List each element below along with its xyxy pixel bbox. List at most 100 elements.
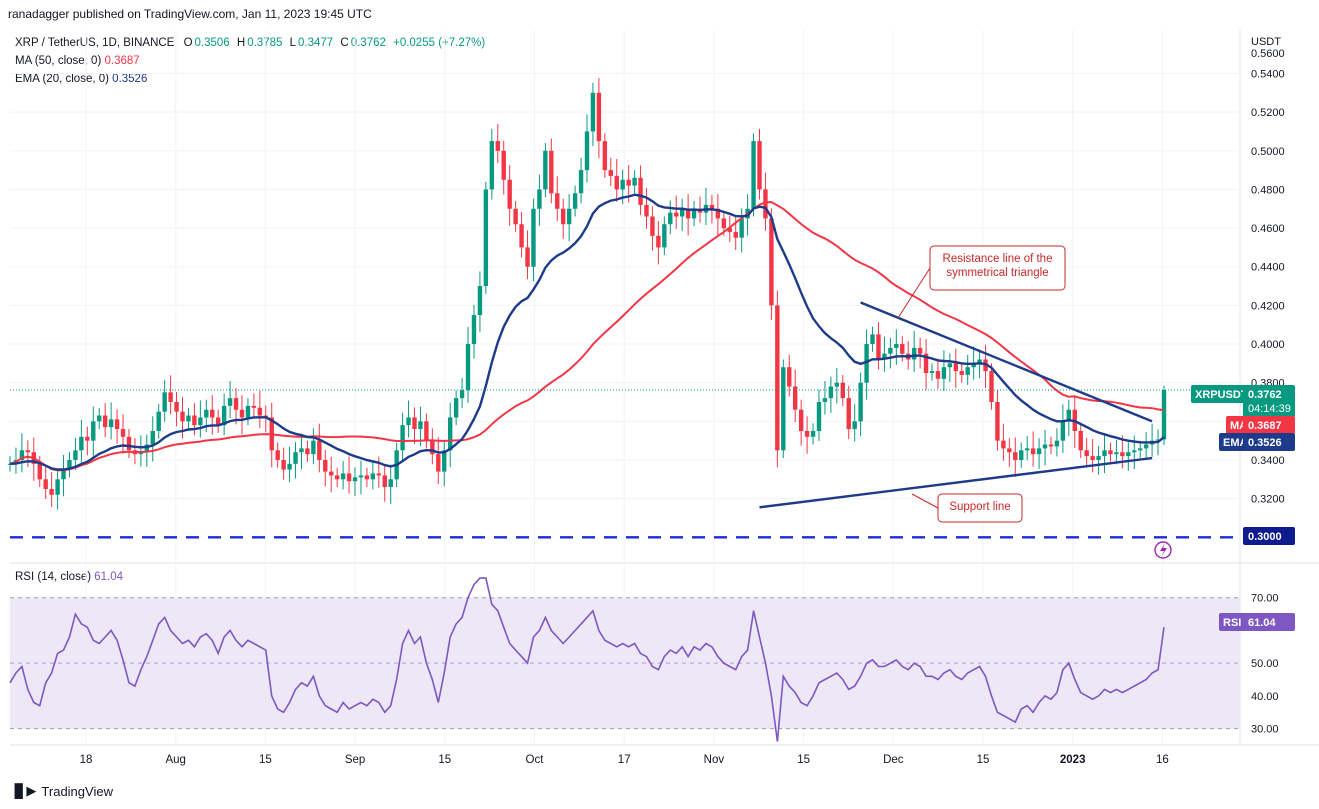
candle-body xyxy=(662,224,667,248)
candle-body xyxy=(555,193,560,209)
candle-body xyxy=(656,235,661,248)
candle-body xyxy=(1024,448,1030,451)
publisher-text: ranadagger published on TradingView.com,… xyxy=(8,7,372,21)
candle-body xyxy=(251,405,257,408)
candle-body xyxy=(668,212,673,225)
rsi-tick-label: 50.00 xyxy=(1251,658,1279,670)
candle-body xyxy=(483,189,489,287)
chart-legend: XRP / TetherUS, 1D, BINANCE O 0.3506 H 0.3… xyxy=(15,34,489,88)
time-tick-label: 15 xyxy=(797,754,810,766)
legend-low: 0.3477 xyxy=(298,37,334,49)
candle-body xyxy=(816,401,822,431)
candle-body xyxy=(679,208,685,217)
candle-body xyxy=(715,208,721,219)
candle-body xyxy=(221,405,227,426)
candle-body xyxy=(1060,421,1066,441)
legend-close: 0.3762 xyxy=(350,37,386,49)
candle-body xyxy=(953,363,959,372)
resistance-trendline xyxy=(860,301,1153,423)
legend-ema-row: EMA (20, close, 0) 0.3526 xyxy=(15,70,489,88)
candle-body xyxy=(1054,440,1060,447)
candle-body xyxy=(49,488,54,495)
last-price-badge-tag xyxy=(1191,385,1246,403)
candle-body xyxy=(870,334,875,345)
rsi-line xyxy=(9,577,1165,742)
legend-ohlc-row: XRP / TetherUS, 1D, BINANCE O 0.3506 H 0.3… xyxy=(15,34,489,52)
candle-body xyxy=(537,189,542,209)
candle-body xyxy=(751,141,756,209)
candle-body xyxy=(1108,450,1113,455)
candle-body xyxy=(287,463,292,470)
candle-body xyxy=(894,344,899,348)
candle-body xyxy=(685,208,691,219)
candle-body xyxy=(1066,409,1072,422)
rsi-legend: RSI (14, close) 61.04 xyxy=(15,571,123,583)
candle-body xyxy=(935,371,941,379)
candle-body xyxy=(1138,448,1143,451)
candle-body xyxy=(525,247,530,267)
legend-change: +0.0255 (+7.27%) xyxy=(393,37,486,49)
candle-body xyxy=(281,459,286,470)
candle-body xyxy=(650,216,655,236)
candle-body xyxy=(733,231,738,238)
candle-body xyxy=(792,386,798,410)
candle-body xyxy=(632,177,637,186)
candle-body xyxy=(608,170,613,176)
candle-body xyxy=(507,179,512,209)
ma-badge-tag xyxy=(1226,416,1246,434)
candle-body xyxy=(97,415,102,422)
candle-body xyxy=(114,419,120,430)
price-tick-label: 0.5600 xyxy=(1251,48,1285,60)
candle-body xyxy=(1078,430,1083,451)
candle-body xyxy=(495,141,500,151)
candle-body xyxy=(340,473,346,480)
candle-body xyxy=(168,392,173,402)
candle-body xyxy=(1030,448,1036,455)
rsi-legend-value: 61.04 xyxy=(94,571,124,583)
rsi-legend-label: RSI (14, close) xyxy=(15,571,92,583)
candle-body xyxy=(1042,444,1048,449)
candle-body xyxy=(798,409,804,431)
candle-body xyxy=(233,398,239,410)
candle-body xyxy=(971,363,976,368)
candle-body xyxy=(55,479,60,495)
candle-body xyxy=(501,150,506,180)
resistance-callout-text: symmetrical triangle xyxy=(946,267,1048,279)
lightning-icon xyxy=(1154,541,1172,559)
ema-badge-tag xyxy=(1219,433,1246,451)
candle-body xyxy=(400,425,405,451)
candle-body xyxy=(174,401,179,412)
rsi-badge-tag-text: RSI xyxy=(1223,617,1241,629)
candle-body xyxy=(311,440,316,455)
price-tick-label: 0.4600 xyxy=(1251,223,1285,235)
price-tick-label: 0.4000 xyxy=(1251,339,1285,351)
legend-high: 0.3785 xyxy=(247,37,283,49)
candle-body xyxy=(61,469,66,480)
candle-body xyxy=(150,430,155,445)
candle-body xyxy=(721,218,727,229)
candle-body xyxy=(626,179,631,186)
candle-body xyxy=(85,436,90,441)
candle-body xyxy=(781,367,786,451)
candle-body xyxy=(1120,452,1125,457)
price-tick-label: 0.4800 xyxy=(1251,184,1285,196)
price-tick-label: 0.5000 xyxy=(1251,146,1285,158)
candle-body xyxy=(1096,456,1101,460)
candle-body xyxy=(156,411,161,431)
candle-body xyxy=(126,436,132,451)
candle-body xyxy=(519,224,524,248)
legend-l-label: L xyxy=(289,37,297,49)
candle-body xyxy=(995,401,1000,441)
price-tick-label: 0.4400 xyxy=(1251,262,1285,274)
candle-body xyxy=(239,409,245,418)
time-tick-label: 15 xyxy=(259,754,272,766)
time-tick-label: Sep xyxy=(345,754,365,766)
candle-body xyxy=(489,141,495,190)
candle-body xyxy=(828,386,834,399)
candle-body xyxy=(323,459,328,472)
rsi-tick-label: 70.00 xyxy=(1251,593,1279,605)
ma-50-line xyxy=(9,201,1165,472)
candle-body xyxy=(769,218,774,306)
candle-body xyxy=(590,92,596,132)
